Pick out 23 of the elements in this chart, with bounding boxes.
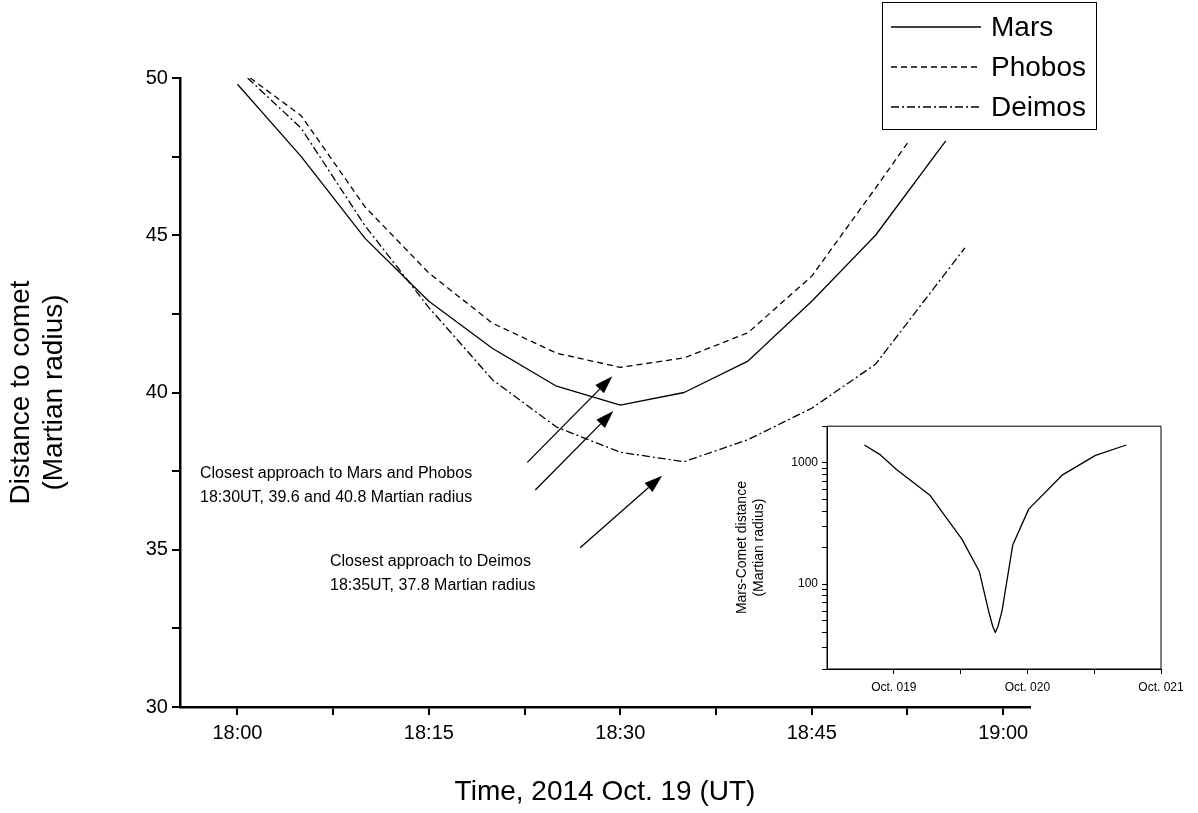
annotation: Closest approach to Mars and Phobos 18:30UT, 39.6 and 40.8 Martian radius [200,464,473,505]
y-tick-label: 40 [145,380,168,403]
y-axis-title: Mars-Comet distance (Martian radius) [733,480,767,615]
x-tick-label: 18:15 [403,720,454,743]
y-tick-label: 35 [145,537,168,560]
y-tick-label: 100 [797,576,819,591]
x-tick-label: Oct. 019 [871,679,917,694]
x-tick-label: 18:30 [595,720,646,743]
y-tick-label: 50 [145,65,168,88]
x-tick-label: 18:45 [786,720,837,743]
legend-label: Phobos [991,51,1086,83]
y-tick-label: 30 [145,694,168,717]
x-tick-label: Oct. 020 [1004,679,1051,694]
legend-label: Mars [991,11,1054,43]
legend-label: Deimos [991,91,1086,123]
y-axis-title: Distance to comet (Martian radius) [3,280,69,505]
x-tick-label: 18:00 [212,720,263,743]
x-tick-label: Oct. 021 [1138,679,1184,694]
x-axis-title: Time, 2014 Oct. 19 (UT) [454,774,756,806]
y-tick-label: 1000 [791,455,819,470]
x-tick-label: 19:00 [978,720,1029,743]
annotation: Closest approach to Deimos 18:35UT, 37.8 Martian radius [330,552,536,593]
y-tick-label: 45 [145,222,168,245]
